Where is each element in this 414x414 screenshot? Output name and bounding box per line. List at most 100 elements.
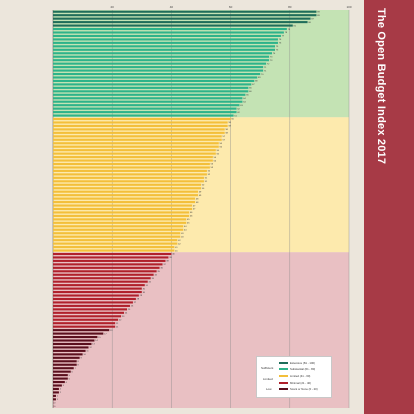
bar-value-label: 1 xyxy=(57,396,59,398)
bar xyxy=(53,301,133,304)
bar-value-label: 48 xyxy=(196,198,199,200)
side-panel xyxy=(364,0,414,414)
bar xyxy=(53,38,278,41)
bar-value-label: 68 xyxy=(255,81,258,83)
bar xyxy=(53,152,216,155)
bar xyxy=(53,384,62,387)
bar xyxy=(53,135,222,138)
bar-value-label: 55 xyxy=(217,153,220,155)
bar xyxy=(53,346,89,349)
legend-label-extensive: Extensive (81 - 100) xyxy=(290,361,316,365)
legend-category-limited: Limited xyxy=(263,377,273,381)
x-tick-label-80: 80 xyxy=(288,5,292,9)
bar xyxy=(53,325,116,328)
bar xyxy=(53,259,166,262)
bar xyxy=(53,398,56,401)
bar-value-label: 30 xyxy=(143,292,146,294)
bar-value-label: 57 xyxy=(223,136,226,138)
bar xyxy=(53,297,136,301)
bar xyxy=(53,180,204,183)
bar-value-label: 25 xyxy=(128,309,131,311)
bar-value-label: 47 xyxy=(193,209,196,211)
bar-value-label: 53 xyxy=(211,167,214,169)
legend-label-minimal: Minimal (21 - 40) xyxy=(290,381,311,385)
bar xyxy=(53,183,201,186)
legend-swatch-scant xyxy=(279,387,288,391)
bar-value-label: 64 xyxy=(243,98,246,100)
legend-swatch-limited xyxy=(279,374,288,378)
bar-value-label: 37 xyxy=(163,264,166,266)
bar xyxy=(53,107,237,110)
bar xyxy=(53,52,273,55)
bar xyxy=(53,287,142,290)
bar-value-label: 43 xyxy=(181,233,184,235)
bar xyxy=(53,322,116,325)
bar xyxy=(53,27,287,31)
x-tick-label-20: 20 xyxy=(111,5,115,9)
bar xyxy=(53,117,231,121)
bar-value-label: 8 xyxy=(77,364,79,366)
bar xyxy=(53,190,199,193)
bar-value-label: 51 xyxy=(205,178,208,180)
bar-value-label: 79 xyxy=(288,29,291,31)
bar-value-label: 55 xyxy=(217,150,220,152)
bar-value-label: 63 xyxy=(240,105,243,107)
bar xyxy=(53,93,246,96)
bar-value-label: 29 xyxy=(140,295,143,297)
bar-value-label: 23 xyxy=(122,316,125,318)
bar-value-label: 78 xyxy=(285,32,288,34)
chart-title: The Open Budget Index 2017 xyxy=(375,8,387,165)
bar xyxy=(53,187,201,190)
bar-value-label: 21 xyxy=(116,326,119,328)
bar-value-label: 81 xyxy=(294,25,297,27)
bar-value-label: 3 xyxy=(63,385,65,387)
bar xyxy=(53,381,65,384)
bar-value-label: 72 xyxy=(267,63,270,65)
bar-value-label: 46 xyxy=(190,216,193,218)
bar-value-label: 17 xyxy=(104,333,107,335)
bar xyxy=(53,284,145,287)
legend-category-sufficient: Sufficient xyxy=(261,366,274,370)
bar xyxy=(53,128,225,131)
bar xyxy=(53,221,187,224)
legend-swatch-substantial xyxy=(279,367,288,371)
bar-value-label: 42 xyxy=(178,240,181,242)
bar-value-label: 19 xyxy=(110,330,113,332)
bar-value-label: 66 xyxy=(249,88,252,90)
bar xyxy=(53,273,154,276)
bar xyxy=(53,211,190,214)
bar xyxy=(53,121,228,124)
bar xyxy=(53,329,110,332)
bar-value-label: 43 xyxy=(181,236,184,238)
bar xyxy=(53,207,193,211)
bar-value-label: 58 xyxy=(225,133,228,135)
bar xyxy=(53,356,80,359)
bar-value-label: 9 xyxy=(80,358,82,360)
bar xyxy=(53,263,163,266)
bar xyxy=(53,377,68,380)
bar-value-label: 44 xyxy=(184,226,187,228)
x-tick-label-40: 40 xyxy=(170,5,174,9)
bar-value-label: 48 xyxy=(196,202,199,204)
bar xyxy=(53,90,249,93)
bar-value-label: 54 xyxy=(214,160,217,162)
bar-value-label: 67 xyxy=(252,84,255,86)
bar-value-label: 71 xyxy=(264,67,267,69)
bar-value-label: 34 xyxy=(154,274,157,276)
bar xyxy=(53,294,139,297)
bar xyxy=(53,162,210,166)
bar-value-label: 52 xyxy=(208,171,211,173)
bar-value-label: 31 xyxy=(146,285,149,287)
bar xyxy=(53,280,148,283)
legend-item-limited: Limited (41 - 60) xyxy=(279,374,310,378)
bar-value-label: 47 xyxy=(193,205,196,207)
bar xyxy=(53,252,172,256)
x-tick-label-60: 60 xyxy=(229,5,233,9)
bar xyxy=(53,176,204,179)
bar xyxy=(53,360,77,363)
bar-value-label: 39 xyxy=(169,257,172,259)
legend-label-limited: Limited (41 - 60) xyxy=(290,374,311,378)
bar-value-label: 73 xyxy=(270,56,273,58)
bar-value-label: 38 xyxy=(166,261,169,263)
bar xyxy=(53,235,181,238)
